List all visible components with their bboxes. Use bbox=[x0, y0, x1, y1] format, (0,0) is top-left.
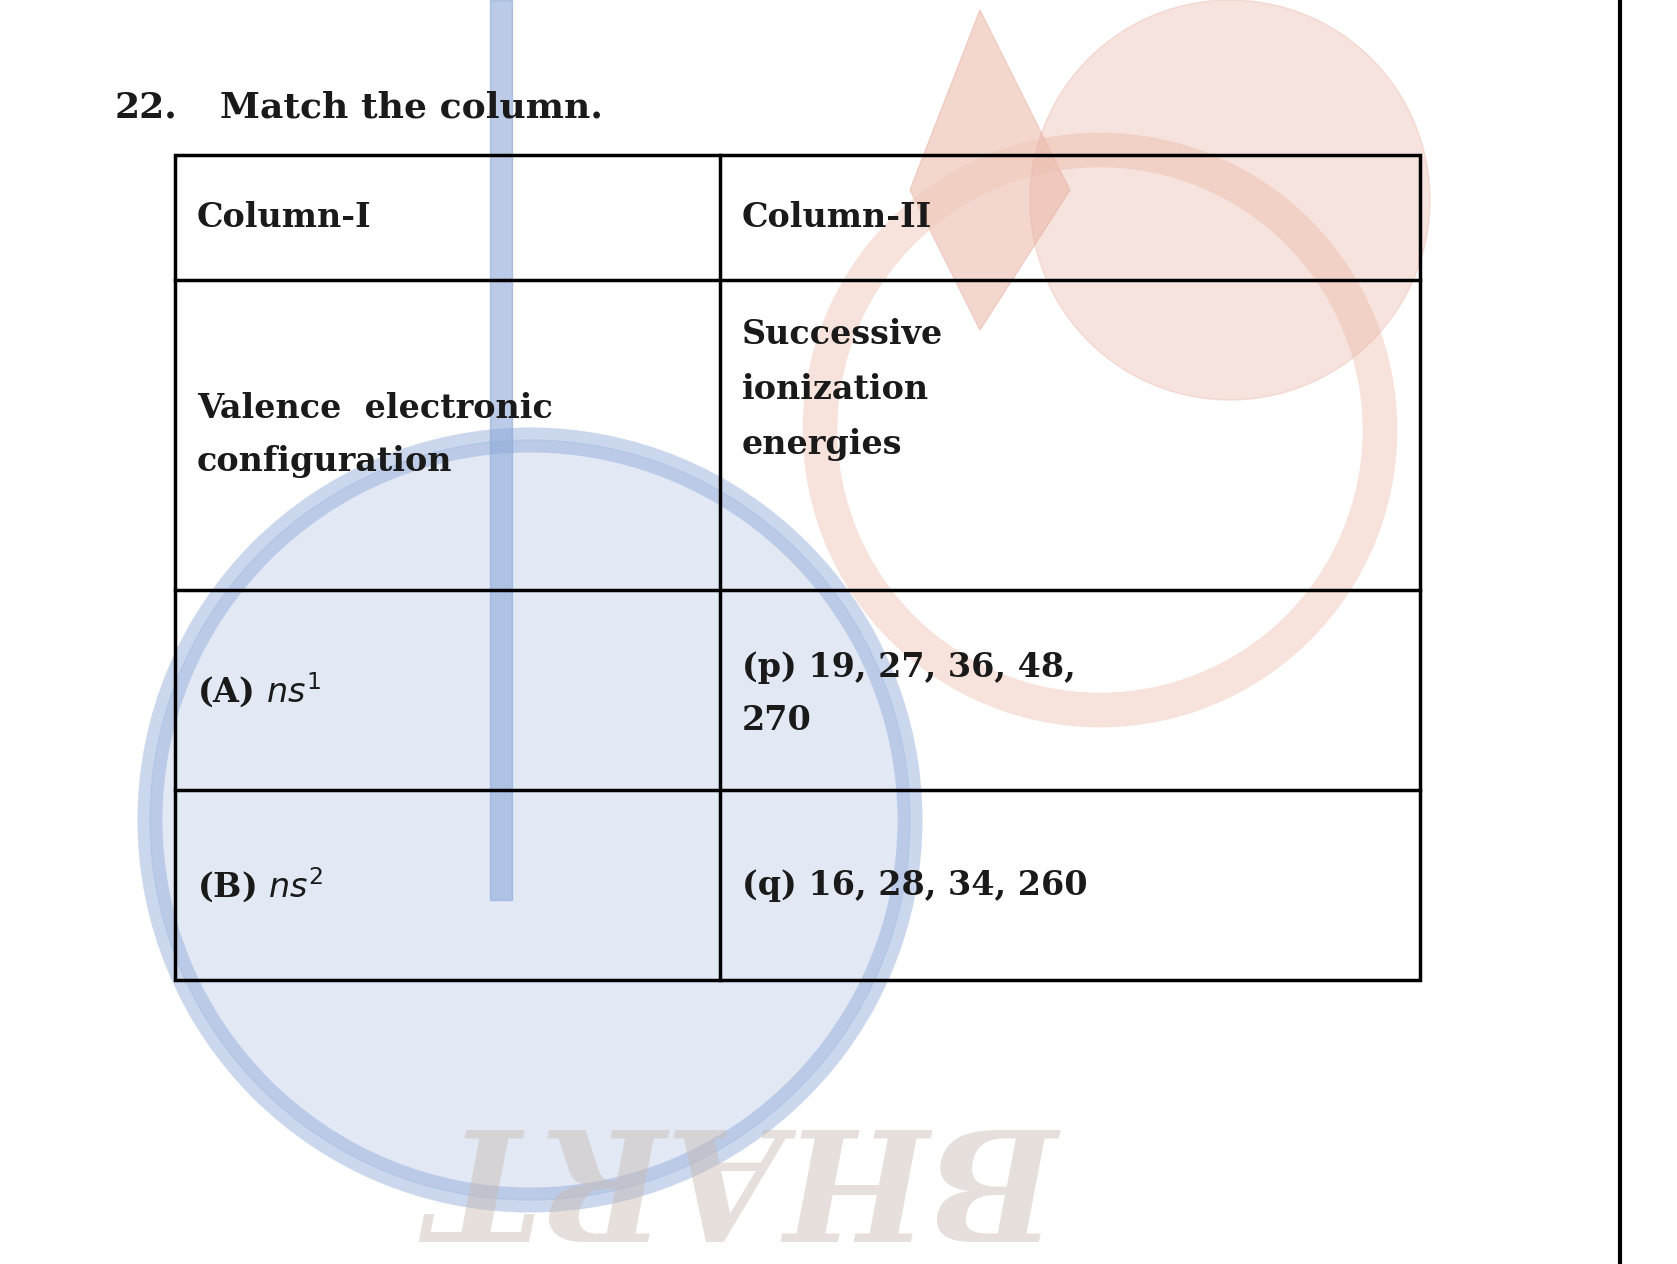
Text: (B) $\mathit{ns}^2$: (B) $\mathit{ns}^2$ bbox=[196, 866, 324, 905]
Text: ionization: ionization bbox=[741, 373, 929, 406]
Text: configuration: configuration bbox=[196, 445, 453, 479]
Text: BHART: BHART bbox=[434, 1096, 1065, 1245]
Circle shape bbox=[149, 440, 911, 1200]
Text: Column-II: Column-II bbox=[741, 201, 932, 234]
Text: (A) $\mathit{ns}^1$: (A) $\mathit{ns}^1$ bbox=[196, 670, 320, 709]
Text: 22.: 22. bbox=[116, 91, 178, 125]
Text: Successive: Successive bbox=[741, 319, 942, 351]
Bar bbox=[174, 155, 1420, 980]
Text: energies: energies bbox=[741, 428, 902, 461]
Circle shape bbox=[1030, 0, 1430, 399]
Text: Column-I: Column-I bbox=[196, 201, 372, 234]
Text: (p) 19, 27, 36, 48,: (p) 19, 27, 36, 48, bbox=[741, 651, 1075, 685]
Text: 270: 270 bbox=[741, 704, 812, 737]
Bar bbox=[490, 0, 511, 900]
Text: Valence  electronic: Valence electronic bbox=[196, 392, 553, 425]
Polygon shape bbox=[911, 10, 1070, 330]
Text: (q) 16, 28, 34, 260: (q) 16, 28, 34, 260 bbox=[741, 868, 1088, 901]
Text: Match the column.: Match the column. bbox=[220, 91, 602, 125]
